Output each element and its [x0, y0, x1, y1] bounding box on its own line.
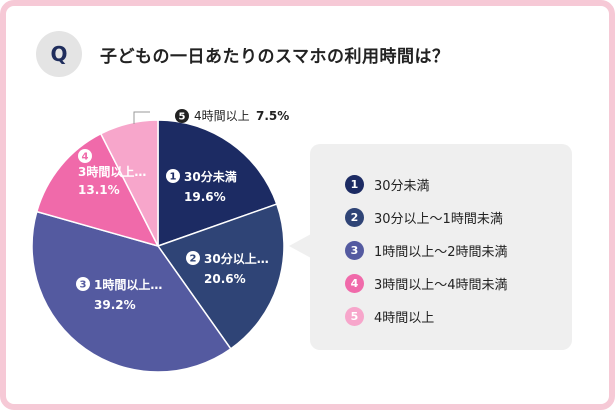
legend-item-5: 5 4時間以上: [345, 306, 508, 326]
pie-slice-5: [99, 119, 159, 247]
legend-label: 1時間以上～2時間未満: [374, 244, 508, 260]
slice-label-1-name: 30分未満: [184, 169, 237, 184]
slice-label-3-name: 1時間以上…: [94, 277, 162, 292]
slice-5-leader-line: [133, 111, 150, 124]
slice-label-5-value: 7.5%: [256, 109, 289, 123]
chart-title: 子どもの一日あたりのスマホの利用時間は？: [100, 47, 450, 67]
pie-slice-3: [31, 210, 232, 373]
slice-label-2-badge-number: 2: [190, 254, 197, 265]
slice-label-4-badge: [78, 149, 92, 163]
slice-label-2-badge: [186, 251, 200, 265]
slice-label-4-value: 13.1%: [78, 183, 120, 197]
slice-label-5-badge: [175, 109, 189, 123]
slice-label-1-badge: [166, 169, 180, 183]
legend-label: 30分未満: [374, 178, 430, 194]
legend-number-badge: 3: [345, 240, 364, 260]
legend-item-2: 2 30分以上～1時間未満: [345, 207, 508, 227]
legend: 1 30分未満 2 30分以上～1時間未満 3 1時間以上～2時間未満 4 3時間以上～4時間…: [345, 174, 508, 339]
legend-item-3: 3 1時間以上～2時間未満: [345, 240, 508, 260]
legend-number-badge: 5: [345, 306, 364, 326]
legend-number-badge: 2: [345, 207, 364, 227]
slice-label-4-name: 3時間以上…: [78, 164, 146, 179]
pie-slice-2: [156, 203, 285, 350]
legend-number-badge: 1: [345, 174, 364, 194]
slice-label-3-badge-number: 3: [80, 280, 87, 291]
legend-number-badge: 4: [345, 273, 364, 293]
slice-label-1-value: 19.6%: [184, 190, 226, 204]
legend-item-1: 1 30分未満: [345, 174, 508, 194]
slice-label-3-badge: [76, 277, 90, 291]
legend-label: 3時間以上～4時間未満: [374, 277, 508, 293]
question-badge: Q: [36, 31, 82, 77]
slice-label-2-name: 30分以上…: [204, 251, 269, 266]
slice-label-4-badge-number: 4: [82, 152, 89, 163]
legend-label: 4時間以上: [374, 310, 435, 326]
slice-label-5-name: 4時間以上: [194, 109, 250, 123]
slice-label-5-badge-number: 5: [179, 112, 186, 123]
pie-slice-4: [35, 132, 160, 248]
slice-label-2-value: 20.6%: [204, 272, 246, 286]
slice-label-3-value: 39.2%: [94, 298, 136, 312]
slice-label-1-badge-number: 1: [170, 172, 177, 183]
legend-label: 30分以上～1時間未満: [374, 211, 503, 227]
legend-pointer: [289, 234, 311, 258]
legend-item-4: 4 3時間以上～4時間未満: [345, 273, 508, 293]
